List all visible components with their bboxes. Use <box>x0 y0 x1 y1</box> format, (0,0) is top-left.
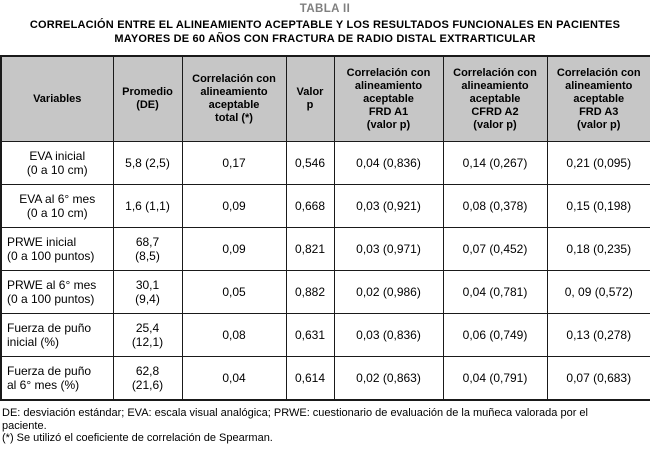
cell-cfrd-a2: 0,04 (0,781) <box>442 270 548 314</box>
table-title-line-2: MAYORES DE 60 AÑOS CON FRACTURA DE RADIO… <box>114 32 536 45</box>
cell-variable: EVA inicial (0 a 10 cm) <box>0 141 114 185</box>
table-title-line-1: CORRELACIÓN ENTRE EL ALINEAMIENTO ACEPTA… <box>29 19 621 31</box>
table-row-prwe-inicial: PRWE inicial (0 a 100 puntos) 68,7 (8,5)… <box>0 227 650 271</box>
cell-correlacion-total: 0,08 <box>181 313 287 357</box>
cell-frd-a1: 0,02 (0,863) <box>333 356 444 401</box>
cell-valor-p: 0,882 <box>285 270 335 314</box>
cell-frd-a1: 0,02 (0,986) <box>333 270 444 314</box>
cell-cfrd-a2: 0,06 (0,749) <box>442 313 548 357</box>
cell-valor-p: 0,614 <box>285 356 335 401</box>
table-row-eva-6-mes: EVA al 6° mes (0 a 10 cm) 1,6 (1,1) 0,09… <box>0 184 650 228</box>
footnotes: DE: desviación estándar; EVA: escala vis… <box>0 407 650 445</box>
cell-promedio: 30,1 (9,4) <box>112 270 183 314</box>
column-header-frd-a1: Correlación con alineamiento aceptable F… <box>333 55 444 142</box>
cell-cfrd-a2: 0,07 (0,452) <box>442 227 548 271</box>
cell-promedio: 62,8 (21,6) <box>112 356 183 401</box>
cell-valor-p: 0,546 <box>285 141 335 185</box>
column-header-correlacion-total: Correlación con alineamiento aceptable t… <box>181 55 287 142</box>
cell-frd-a1: 0,03 (0,836) <box>333 313 444 357</box>
cell-valor-p: 0,821 <box>285 227 335 271</box>
column-header-variables: Variables <box>0 55 114 142</box>
title-block: TABLA II CORRELACIÓN ENTRE EL ALINEAMIEN… <box>0 0 650 46</box>
column-header-frd-a3: Correlación con alineamiento aceptable F… <box>546 55 650 142</box>
cell-variable: Fuerza de puño al 6° mes (%) <box>0 356 114 401</box>
cell-variable: EVA al 6° mes (0 a 10 cm) <box>0 184 114 228</box>
table-body: EVA inicial (0 a 10 cm) 5,8 (2,5) 0,17 0… <box>0 141 650 401</box>
cell-frd-a3: 0,18 (0,235) <box>546 227 650 271</box>
cell-variable: PRWE inicial (0 a 100 puntos) <box>0 227 114 271</box>
cell-frd-a3: 0,15 (0,198) <box>546 184 650 228</box>
column-header-cfrd-a2: Correlación con alineamiento aceptable C… <box>442 55 548 142</box>
cell-correlacion-total: 0,17 <box>181 141 287 185</box>
cell-variable: Fuerza de puño inicial (%) <box>0 313 114 357</box>
cell-frd-a1: 0,03 (0,921) <box>333 184 444 228</box>
cell-cfrd-a2: 0,04 (0,791) <box>442 356 548 401</box>
cell-frd-a3: 0,21 (0,095) <box>546 141 650 185</box>
column-header-valor-p: Valor p <box>285 55 335 142</box>
table-row-prwe-6-mes: PRWE al 6° mes (0 a 100 puntos) 30,1 (9,… <box>0 270 650 314</box>
cell-variable: PRWE al 6° mes (0 a 100 puntos) <box>0 270 114 314</box>
header-row: Variables Promedio (DE) Correlación con … <box>0 55 650 142</box>
cell-frd-a3: 0, 09 (0,572) <box>546 270 650 314</box>
cell-valor-p: 0,668 <box>285 184 335 228</box>
table-row-eva-inicial: EVA inicial (0 a 10 cm) 5,8 (2,5) 0,17 0… <box>0 141 650 185</box>
cell-frd-a3: 0,07 (0,683) <box>546 356 650 401</box>
cell-frd-a1: 0,04 (0,836) <box>333 141 444 185</box>
table-row-fuerza-inicial: Fuerza de puño inicial (%) 25,4 (12,1) 0… <box>0 313 650 357</box>
cell-promedio: 25,4 (12,1) <box>112 313 183 357</box>
table-number: TABLA II <box>299 3 351 15</box>
table-header: Variables Promedio (DE) Correlación con … <box>0 55 650 142</box>
cell-promedio: 1,6 (1,1) <box>112 184 183 228</box>
cell-frd-a1: 0,03 (0,971) <box>333 227 444 271</box>
footnote-abbreviations: DE: desviación estándar; EVA: escala vis… <box>2 407 588 432</box>
cell-cfrd-a2: 0,14 (0,267) <box>442 141 548 185</box>
cell-correlacion-total: 0,05 <box>181 270 287 314</box>
cell-correlacion-total: 0,09 <box>181 184 287 228</box>
cell-correlacion-total: 0,09 <box>181 227 287 271</box>
cell-correlacion-total: 0,04 <box>181 356 287 401</box>
column-header-promedio: Promedio (DE) <box>112 55 183 142</box>
cell-valor-p: 0,631 <box>285 313 335 357</box>
cell-cfrd-a2: 0,08 (0,378) <box>442 184 548 228</box>
cell-promedio: 5,8 (2,5) <box>112 141 183 185</box>
footnote-spearman: (*) Se utilizó el coeficiente de correla… <box>2 432 273 444</box>
correlation-results-table: Variables Promedio (DE) Correlación con … <box>0 55 650 401</box>
cell-promedio: 68,7 (8,5) <box>112 227 183 271</box>
cell-frd-a3: 0,13 (0,278) <box>546 313 650 357</box>
table-row-fuerza-6-mes: Fuerza de puño al 6° mes (%) 62,8 (21,6)… <box>0 356 650 401</box>
